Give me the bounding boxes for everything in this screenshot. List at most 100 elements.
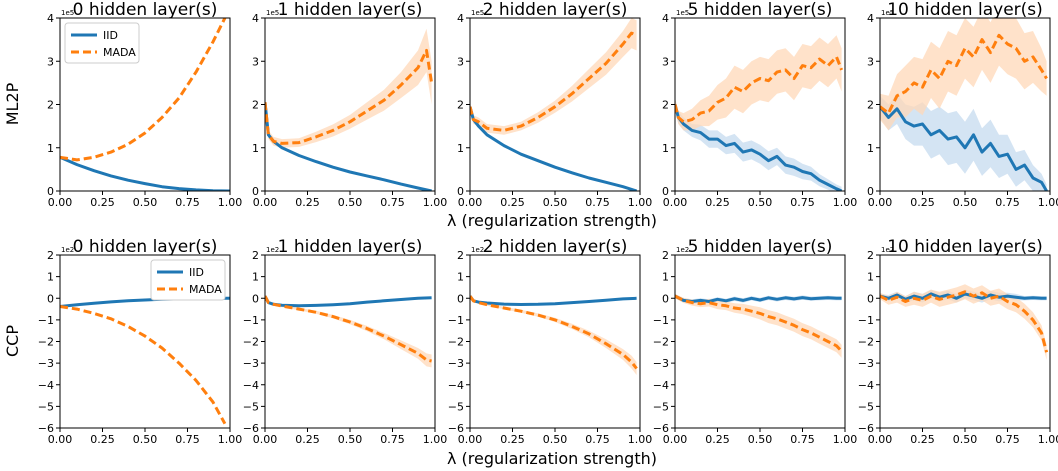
plot-area bbox=[675, 35, 843, 191]
x-tick-label: 0.25 bbox=[500, 433, 525, 446]
axes-frame bbox=[674, 254, 846, 429]
panel-2: 1 hidden layer(s)1e5 0 1 2 3 4 0.00 0.25 0.50 0.7… bbox=[252, 0, 447, 209]
x-tick-label: 0.75 bbox=[175, 196, 200, 209]
y-tick-label: −5 bbox=[38, 400, 54, 413]
y-tick-label: −6 bbox=[38, 422, 54, 435]
axes-frame bbox=[879, 254, 1051, 429]
panel-3: 2 hidden layer(s)1e5 0 1 2 3 4 0.00 0.25 0.50 0.7… bbox=[457, 0, 652, 209]
y-tick-label: 1 bbox=[867, 271, 874, 284]
y-tick-label: 0 bbox=[457, 292, 464, 305]
panel-title: 10 hidden layer(s) bbox=[887, 0, 1043, 20]
panel-title: 2 hidden layer(s) bbox=[483, 0, 628, 20]
x-tick-label: 0.75 bbox=[995, 196, 1020, 209]
x-tick-label: 0.00 bbox=[253, 196, 278, 209]
series-line-mada bbox=[265, 48, 434, 145]
axes-frame bbox=[879, 17, 1051, 192]
x-tick-label: 0.75 bbox=[995, 433, 1020, 446]
y-tick-label: 0 bbox=[457, 185, 464, 198]
y-tick-label: −3 bbox=[858, 357, 874, 370]
plot-area bbox=[470, 18, 638, 191]
x-tick-label: 1.00 bbox=[423, 196, 448, 209]
x-tick-label: 0.50 bbox=[133, 196, 158, 209]
y-tick-label: −2 bbox=[243, 336, 259, 349]
panel-10: 10 hidden layer(s)1e2 −6 −5 −4 −3 −2 −1 0 1 2 0.00… bbox=[858, 237, 1058, 446]
axes-frame bbox=[674, 17, 846, 192]
x-tick-label: 0.25 bbox=[90, 433, 115, 446]
plot-area bbox=[675, 293, 843, 358]
y-tick-label: 4 bbox=[252, 12, 259, 25]
y-tick-label: 4 bbox=[662, 12, 669, 25]
x-tick-label: 0.75 bbox=[585, 196, 610, 209]
panel-5: 10 hidden layer(s)1e5 0 1 2 3 4 0.00 0.25 0.50 0.… bbox=[867, 0, 1058, 209]
x-tick-label: 0.50 bbox=[748, 433, 773, 446]
x-tick-label: 0.50 bbox=[338, 196, 363, 209]
x-tick-label: 1.00 bbox=[423, 433, 448, 446]
y-tick-label: 1 bbox=[662, 142, 669, 155]
y-tick-label: −5 bbox=[448, 400, 464, 413]
axes-frame bbox=[264, 254, 436, 429]
y-tick-label: 4 bbox=[457, 12, 464, 25]
axes-frame bbox=[264, 17, 436, 192]
x-axis-label-bottom: λ (regularization strength) bbox=[447, 449, 657, 468]
plot-area bbox=[470, 295, 638, 375]
y-exponent-label: 1e5 bbox=[676, 9, 689, 17]
x-tick-label: 0.00 bbox=[253, 433, 278, 446]
y-exponent-label: 1e2 bbox=[676, 246, 689, 254]
y-tick-label: 0 bbox=[662, 185, 669, 198]
y-tick-label: −4 bbox=[448, 379, 464, 392]
x-tick-label: 1.00 bbox=[1038, 196, 1058, 209]
y-tick-label: −4 bbox=[38, 379, 54, 392]
band-mada bbox=[675, 35, 842, 131]
y-tick-label: −1 bbox=[38, 314, 54, 327]
y-tick-label: 2 bbox=[47, 249, 54, 262]
x-tick-label: 0.00 bbox=[458, 433, 483, 446]
panel-title: 2 hidden layer(s) bbox=[483, 237, 628, 257]
x-tick-label: 0.50 bbox=[953, 196, 978, 209]
y-tick-label: −1 bbox=[243, 314, 259, 327]
y-tick-label: 1 bbox=[662, 271, 669, 284]
y-tick-label: 3 bbox=[252, 55, 259, 68]
x-tick-label: 0.75 bbox=[380, 433, 405, 446]
y-exponent-label: 1e2 bbox=[61, 246, 74, 254]
y-tick-label: −5 bbox=[858, 400, 874, 413]
x-tick-label: 0.00 bbox=[48, 196, 73, 209]
panel-4: 5 hidden layer(s)1e5 0 1 2 3 4 0.00 0.25 0.50 0.7… bbox=[662, 0, 857, 209]
y-tick-label: 0 bbox=[47, 292, 54, 305]
legend-label-iid: IID bbox=[103, 29, 118, 42]
y-tick-label: −5 bbox=[243, 400, 259, 413]
x-tick-label: 0.50 bbox=[338, 433, 363, 446]
y-tick-label: 0 bbox=[252, 292, 259, 305]
y-tick-label: 2 bbox=[662, 99, 669, 112]
plot-area bbox=[265, 28, 434, 191]
x-tick-label: 0.50 bbox=[543, 196, 568, 209]
x-tick-label: 0.25 bbox=[705, 196, 730, 209]
x-tick-label: 0.25 bbox=[295, 196, 320, 209]
y-tick-label: 4 bbox=[47, 12, 54, 25]
y-tick-label: 2 bbox=[252, 249, 259, 262]
panel-9: 5 hidden layer(s)1e2 −6 −5 −4 −3 −2 −1 0 1 2 0.00 0… bbox=[653, 237, 857, 446]
legend-label-mada: MADA bbox=[103, 46, 136, 59]
y-tick-label: 2 bbox=[457, 99, 464, 112]
panel-7: 1 hidden layer(s)1e2 −6 −5 −4 −3 −2 −1 0 1 2 0.00 0… bbox=[243, 237, 447, 446]
y-tick-label: 4 bbox=[867, 12, 874, 25]
y-tick-label: −2 bbox=[653, 336, 669, 349]
y-tick-label: −6 bbox=[858, 422, 874, 435]
y-tick-label: −2 bbox=[448, 336, 464, 349]
band-mada bbox=[470, 18, 637, 135]
y-tick-label: 1 bbox=[47, 271, 54, 284]
y-exponent-label: 1e5 bbox=[61, 9, 74, 17]
panel-title: 5 hidden layer(s) bbox=[688, 0, 833, 20]
y-tick-label: 3 bbox=[662, 55, 669, 68]
y-tick-label: 3 bbox=[867, 55, 874, 68]
band-iid bbox=[880, 93, 1047, 191]
y-tick-label: −6 bbox=[243, 422, 259, 435]
series-line-mada bbox=[60, 18, 227, 162]
plot-area bbox=[880, 284, 1049, 360]
y-exponent-label: 1e2 bbox=[266, 246, 279, 254]
y-tick-label: 2 bbox=[47, 99, 54, 112]
series-line-mada bbox=[675, 55, 843, 124]
x-tick-label: 0.25 bbox=[910, 196, 935, 209]
axes-frame bbox=[59, 17, 231, 192]
x-tick-label: 1.00 bbox=[628, 433, 653, 446]
